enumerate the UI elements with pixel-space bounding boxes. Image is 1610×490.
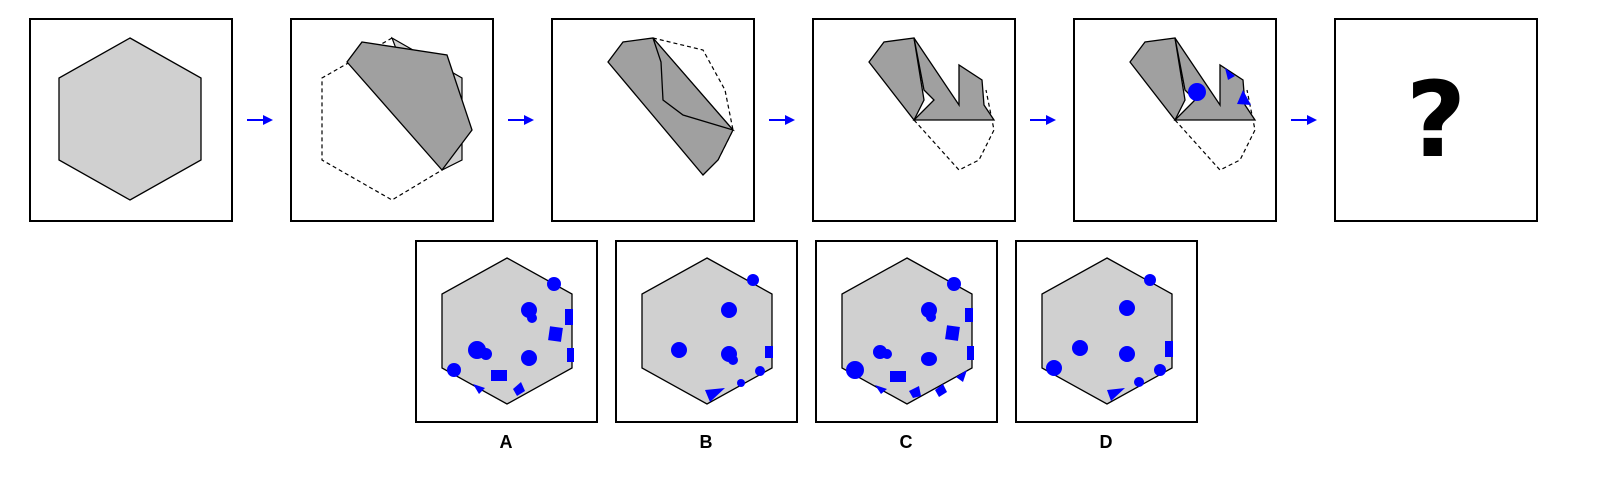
- hexagon-shape: [58, 37, 202, 201]
- hole-edge-mark: [1225, 68, 1235, 80]
- option-b-panel[interactable]: [615, 240, 798, 423]
- folded-layer-back: [1129, 37, 1186, 122]
- folded-layer-back: [868, 37, 925, 122]
- punch-marks: [1046, 274, 1173, 401]
- hole-circle-mark: [1188, 83, 1206, 101]
- option-c-label[interactable]: C: [899, 432, 913, 452]
- sequence-panel-5: [1073, 18, 1277, 222]
- folded-layer-front: [1173, 37, 1257, 121]
- right-arrow-icon: [769, 115, 795, 125]
- fold-outline-dashed: [321, 37, 443, 201]
- option-d-label[interactable]: D: [1099, 432, 1113, 452]
- option-a-label[interactable]: A: [499, 432, 513, 452]
- right-arrow-icon: [1030, 115, 1056, 125]
- punch-marks: [671, 274, 773, 402]
- folded-layer-front: [652, 37, 735, 132]
- folded-flap: [346, 41, 473, 172]
- hexagon-shape: [441, 257, 573, 405]
- sequence-panel-question: ?: [1334, 18, 1538, 222]
- punch-marks: [846, 277, 974, 398]
- question-mark: ?: [1405, 59, 1467, 181]
- right-arrow-icon: [1291, 115, 1317, 125]
- hexagon-shape: [841, 257, 973, 405]
- option-d-panel[interactable]: [1015, 240, 1198, 423]
- folded-layer-front: [912, 37, 996, 121]
- option-a-panel[interactable]: [415, 240, 598, 423]
- hexagon-shape: [641, 257, 773, 405]
- sequence-panel-1: [29, 18, 233, 222]
- hexagon-shape: [1041, 257, 1173, 405]
- sequence-panel-4: [812, 18, 1016, 222]
- sequence-panel-2: [290, 18, 494, 222]
- punch-marks: [447, 277, 574, 396]
- right-arrow-icon: [508, 115, 534, 125]
- hole-triangle-mark: [1237, 90, 1251, 105]
- option-c-panel[interactable]: [815, 240, 998, 423]
- option-b-label[interactable]: B: [699, 432, 713, 452]
- right-arrow-icon: [247, 115, 273, 125]
- sequence-panel-3: [551, 18, 755, 222]
